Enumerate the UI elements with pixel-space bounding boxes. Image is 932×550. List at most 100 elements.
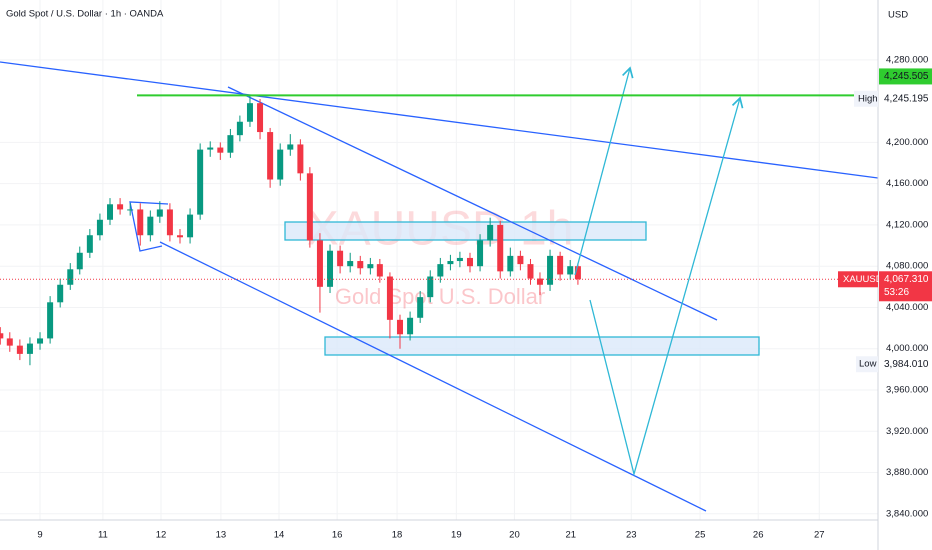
y-tick-label: 3,840.000	[886, 508, 928, 519]
candle-body	[477, 240, 484, 267]
candle-body	[567, 266, 574, 275]
low-tag: Low	[859, 359, 877, 370]
level-label: 4,245.505	[884, 71, 929, 82]
x-tick-label: 16	[332, 530, 343, 541]
candle-body	[316, 240, 323, 287]
candle-body	[277, 149, 284, 180]
candle-body	[6, 338, 13, 346]
high-tag-box	[854, 90, 878, 107]
candle-body	[96, 219, 103, 236]
y-tick-label: 4,080.000	[886, 261, 928, 272]
candle-body	[367, 264, 374, 269]
projection-arrow	[574, 66, 634, 276]
currency: USD	[888, 10, 908, 21]
candle-body	[574, 266, 581, 280]
candle-body	[466, 257, 473, 267]
candle-body	[0, 333, 4, 339]
candle-body	[517, 255, 524, 265]
candle-body	[327, 250, 334, 287]
x-tick-label: 23	[626, 530, 637, 541]
candle-body	[547, 255, 554, 285]
y-tick-label: 4,000.000	[886, 343, 928, 354]
support-zone	[324, 336, 760, 356]
watermark-subtitle: Gold Spot U.S. Dollar	[335, 284, 545, 309]
candle-body	[456, 257, 463, 262]
candle-body	[217, 147, 224, 153]
candle-body	[47, 302, 54, 339]
resistance-zone	[284, 221, 647, 241]
candle-body	[357, 261, 364, 269]
candle-body	[306, 173, 313, 241]
grid	[0, 0, 878, 520]
candle-body	[417, 297, 424, 318]
low-tag-box	[856, 356, 878, 373]
candle-body	[207, 147, 214, 150]
y-tick-label: 4,120.000	[886, 219, 928, 230]
chart-title: Gold Spot / U.S. Dollar · 1h · OANDA	[6, 9, 164, 20]
x-tick-label: 13	[216, 530, 227, 541]
candle-body	[257, 103, 264, 133]
candle-body	[37, 338, 44, 344]
x-tick-label: 14	[274, 530, 285, 541]
candle-body	[376, 264, 383, 277]
candle-body	[347, 261, 354, 267]
x-tick-label: 25	[695, 530, 706, 541]
x-tick-label: 21	[566, 530, 577, 541]
price-box	[879, 271, 932, 302]
y-tick-label: 3,880.000	[886, 467, 928, 478]
y-tick-label: 3,960.000	[886, 385, 928, 396]
price-label: 4,067.310	[884, 274, 929, 285]
candle-body	[147, 216, 154, 236]
candle-body	[427, 276, 434, 298]
candle-body	[487, 224, 494, 241]
symbol-box	[838, 271, 878, 288]
drawings	[0, 61, 878, 512]
candle-body	[557, 255, 564, 275]
y-tick-label: 4,040.000	[886, 302, 928, 313]
y-tick-label: 4,280.000	[886, 54, 928, 65]
trend-line	[0, 61, 878, 179]
x-tick-label: 27	[814, 530, 825, 541]
low-label-box	[879, 356, 932, 373]
x-tick-label: 9	[37, 530, 42, 541]
candle-body	[297, 144, 304, 174]
candle-body	[337, 250, 344, 267]
x-tick-label: 26	[753, 530, 764, 541]
countdown: 53:26	[884, 287, 909, 298]
candle-body	[76, 252, 83, 270]
x-tick-label: 20	[509, 530, 520, 541]
flag	[129, 201, 169, 252]
candle-body	[117, 204, 124, 210]
high-tag: High	[858, 93, 878, 104]
candle-body	[407, 317, 414, 335]
candle-body	[386, 276, 393, 320]
candle-body	[26, 343, 33, 354]
x-tick-label: 18	[392, 530, 403, 541]
channel-lower	[159, 241, 707, 512]
candle-body	[397, 319, 404, 335]
candle-body	[176, 235, 183, 238]
candle-body	[236, 121, 243, 136]
candle-body	[507, 255, 514, 272]
candle-body	[447, 261, 454, 265]
candle-body	[127, 209, 134, 211]
high-label: 4,245.195	[884, 93, 929, 104]
candle-body	[287, 144, 294, 150]
low-label: 3,984.010	[884, 359, 929, 370]
x-tick-label: 11	[98, 530, 108, 541]
candle-body	[16, 345, 23, 354]
candle-body	[67, 269, 74, 285]
symbol-label: XAUUSD	[843, 274, 883, 285]
candle-body	[86, 235, 93, 253]
candle-body	[107, 204, 114, 220]
candle-body	[227, 135, 234, 153]
candle-body	[267, 132, 274, 180]
candle-body	[536, 278, 543, 285]
axes: 4,280.000 4,200.000 4,160.000 4,120.000 4,08…	[37, 54, 928, 540]
candle-body	[246, 103, 253, 122]
candles	[0, 95, 581, 366]
x-tick-label: 12	[156, 530, 167, 541]
y-tick-label: 3,920.000	[886, 426, 928, 437]
channel-upper	[227, 86, 718, 321]
x-tick-label: 19	[451, 530, 462, 541]
